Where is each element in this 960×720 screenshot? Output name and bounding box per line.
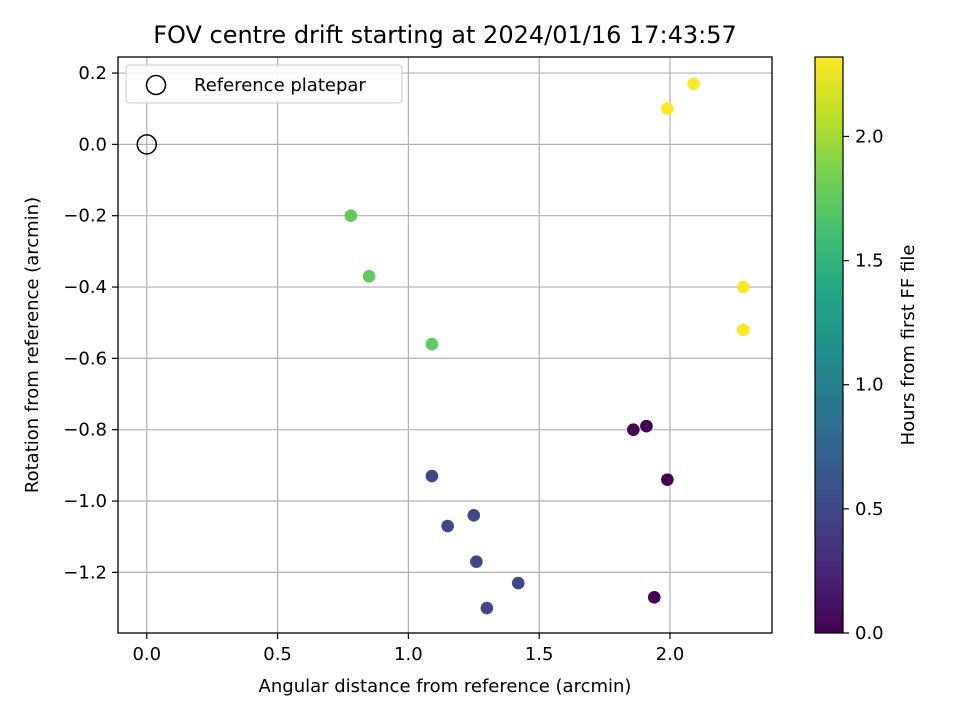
- data-point: [661, 102, 674, 116]
- data-point: [647, 591, 661, 604]
- data-point: [661, 473, 674, 486]
- x-tick-label: 1.5: [525, 644, 554, 665]
- data-point: [470, 555, 483, 568]
- grid-lines: [118, 57, 772, 633]
- y-tick-label: −0.6: [63, 348, 107, 369]
- x-tick-label: 0.5: [263, 644, 292, 665]
- legend-box: [125, 64, 403, 104]
- colorbar-tick-label: 0.5: [855, 499, 884, 520]
- colorbar-gradient: [814, 56, 844, 634]
- data-point: [344, 209, 358, 223]
- colorbar-tick-label: 1.0: [855, 375, 884, 396]
- y-tick-label: 0.0: [78, 134, 107, 155]
- y-axis-label: Rotation from reference (arcmin): [22, 197, 43, 493]
- data-point: [362, 270, 376, 283]
- data-point: [627, 423, 640, 437]
- chart-title: FOV centre drift starting at 2024/01/16 …: [153, 21, 737, 49]
- colorbar: 0.0 0.5 1.0 1.5 2.0 Hours from first FF file: [814, 56, 919, 644]
- legend-label: Reference platepar: [194, 75, 366, 96]
- y-tick-label: −0.8: [63, 420, 107, 441]
- data-point: [425, 337, 439, 351]
- data-point: [425, 469, 439, 483]
- reference-point: [136, 134, 158, 155]
- legend-reference-marker: [145, 74, 167, 96]
- colorbar-tick-label: 0.0: [855, 623, 884, 644]
- y-axis: 0.2 0.0 −0.2 −0.4 −0.6 −0.8 −1.0 −1.2: [63, 63, 118, 583]
- x-tick-label: 1.0: [394, 644, 423, 665]
- reference-marker: [136, 134, 158, 155]
- x-axis-label: Angular distance from reference (arcmin): [259, 676, 632, 697]
- y-tick-label: −0.4: [63, 277, 107, 298]
- data-point: [736, 323, 750, 337]
- data-points: [344, 77, 750, 615]
- data-point: [467, 509, 481, 522]
- x-tick-label: 0.0: [132, 644, 161, 665]
- y-tick-label: 0.2: [78, 63, 107, 84]
- colorbar-label: Hours from first FF file: [898, 245, 919, 446]
- plot-frame: [117, 56, 773, 634]
- colorbar-tick-label: 2.0: [855, 126, 884, 147]
- colorbar-tick-label: 1.5: [855, 251, 884, 272]
- data-point: [441, 519, 454, 533]
- data-point: [640, 419, 653, 433]
- data-point: [687, 77, 700, 91]
- y-tick-label: −0.2: [63, 206, 107, 227]
- colorbar-ticks: 0.0 0.5 1.0 1.5 2.0: [843, 126, 884, 644]
- y-tick-label: −1.2: [63, 562, 107, 583]
- legend: Reference platepar: [125, 64, 403, 104]
- x-axis: 0.0 0.5 1.0 1.5 2.0: [132, 633, 684, 665]
- x-tick-label: 2.0: [656, 644, 685, 665]
- data-point: [480, 601, 494, 615]
- data-point: [511, 576, 525, 590]
- data-point: [736, 280, 750, 294]
- y-tick-label: −1.0: [63, 491, 107, 512]
